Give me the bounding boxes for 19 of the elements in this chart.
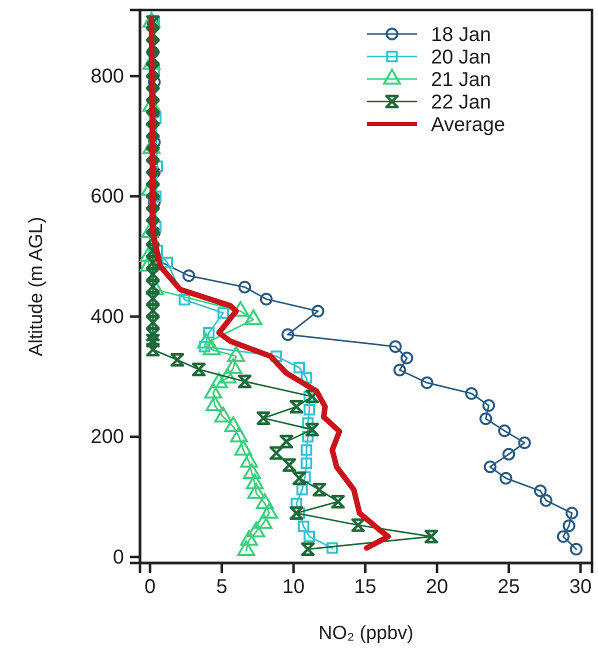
y-axis-title: Altitude (m AGL) xyxy=(26,216,47,356)
y-tick-label: 800 xyxy=(90,66,124,88)
y-tick-label: 0 xyxy=(112,546,124,568)
legend-label: 18 Jan xyxy=(431,24,492,46)
x-tick-label: 15 xyxy=(354,576,376,598)
x-tick-label: 0 xyxy=(144,576,156,598)
legend-label: 22 Jan xyxy=(431,92,492,114)
x-tick-label: 30 xyxy=(569,576,592,598)
legend-label: 20 Jan xyxy=(431,46,492,68)
x-tick-label: 10 xyxy=(282,576,305,598)
x-tick-label: 20 xyxy=(426,576,448,598)
x-tick-label: 5 xyxy=(216,576,228,598)
legend-label: 21 Jan xyxy=(431,69,492,91)
y-tick-label: 200 xyxy=(90,426,124,448)
x-tick-label: 25 xyxy=(498,576,520,598)
y-tick-label: 600 xyxy=(90,186,124,208)
legend-label: Average xyxy=(431,114,506,136)
y-tick-label: 400 xyxy=(90,306,124,328)
x-axis-title: NO₂ (ppbv) xyxy=(318,623,414,644)
